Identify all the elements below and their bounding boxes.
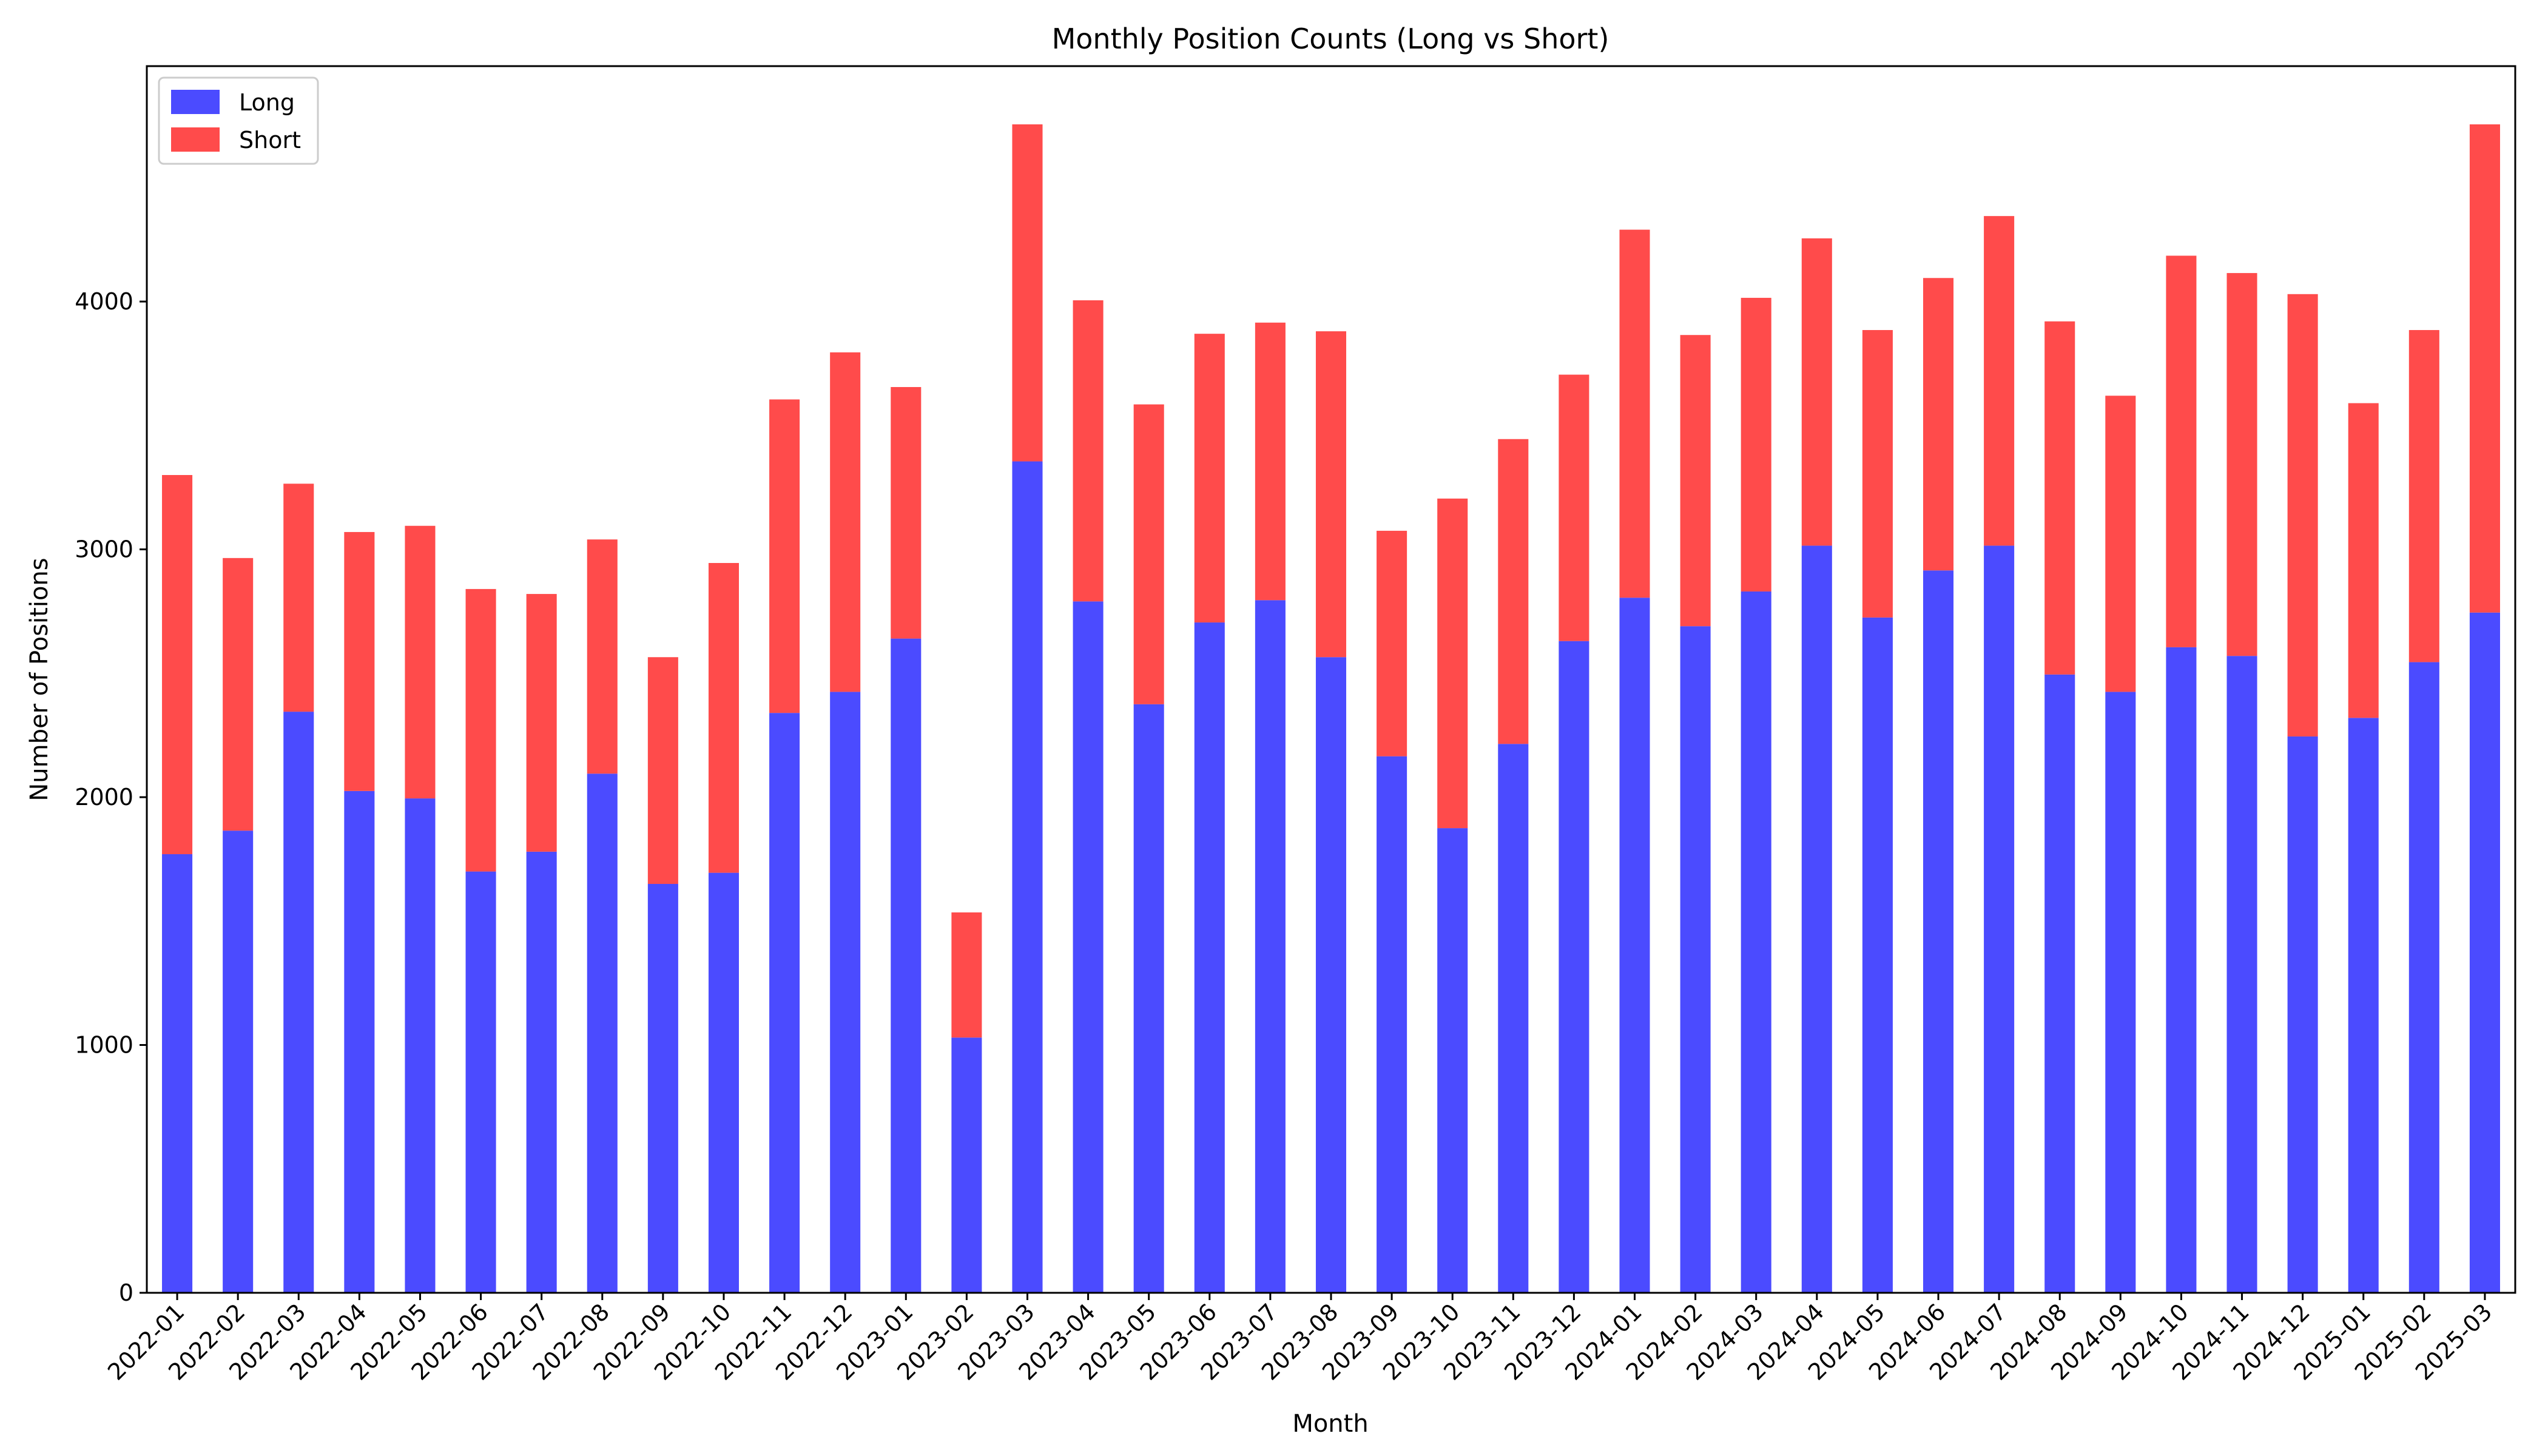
- bar-long-2022-10: [708, 872, 739, 1293]
- y-tick-label: 0: [119, 1279, 133, 1306]
- bar-long-2024-02: [1680, 626, 1711, 1293]
- bar-long-2023-04: [1073, 601, 1104, 1293]
- bar-short-2022-05: [405, 525, 436, 799]
- bar-short-2022-10: [708, 563, 739, 873]
- bar-long-2024-05: [1862, 617, 1893, 1293]
- legend: Long Short: [158, 76, 319, 165]
- bar-short-2022-07: [526, 594, 557, 852]
- bar-long-2023-11: [1498, 744, 1529, 1293]
- bar-short-2023-03: [1012, 124, 1043, 462]
- y-axis-ticks: 0 1000 2000 3000 4000: [75, 288, 147, 1306]
- bar-long-2024-07: [1984, 545, 2015, 1293]
- bar-long-2022-03: [283, 712, 314, 1293]
- bar-short-2022-04: [344, 531, 375, 791]
- bar-short-2023-02: [951, 912, 982, 1038]
- bar-short-2022-06: [465, 588, 496, 872]
- bar-short-2024-12: [2287, 294, 2318, 736]
- bar-short-2023-08: [1315, 331, 1347, 658]
- bar-short-2025-03: [2469, 124, 2500, 613]
- x-axis-label: Month: [1292, 1410, 1368, 1438]
- bar-short-2024-01: [1619, 229, 1650, 598]
- bar-short-2024-06: [1923, 278, 1954, 571]
- bar-short-2022-12: [830, 352, 861, 692]
- bar-short-2023-11: [1498, 439, 1529, 744]
- bar-short-2023-12: [1559, 374, 1589, 641]
- bar-long-2022-01: [162, 854, 193, 1293]
- bar-short-2024-04: [1801, 238, 1832, 546]
- bar-short-2024-10: [2166, 255, 2197, 647]
- y-tick-label: 2000: [75, 784, 133, 811]
- bar-short-2023-05: [1133, 404, 1164, 704]
- bar-long-2023-10: [1437, 828, 1468, 1293]
- y-tick-label: 3000: [75, 536, 133, 563]
- bar-long-2024-10: [2166, 647, 2197, 1293]
- bar-long-2022-02: [223, 831, 254, 1293]
- bar-long-2022-11: [769, 713, 800, 1293]
- bar-short-2025-02: [2408, 330, 2439, 662]
- bar-long-2025-03: [2469, 612, 2500, 1293]
- legend-label-short: Short: [239, 127, 301, 153]
- bar-long-2023-06: [1194, 622, 1225, 1293]
- bar-short-2022-09: [647, 657, 678, 884]
- bar-long-2024-03: [1741, 591, 1771, 1293]
- bar-short-2023-06: [1194, 334, 1225, 623]
- y-tick-label: 1000: [75, 1032, 133, 1059]
- y-tick-label: 4000: [75, 288, 133, 315]
- bar-long-2023-12: [1559, 641, 1589, 1293]
- bar-short-2024-07: [1984, 216, 2015, 546]
- bar-short-2024-09: [2105, 396, 2136, 692]
- bar-long-2024-01: [1619, 598, 1650, 1293]
- bar-short-2024-05: [1862, 330, 1893, 618]
- legend-swatch-long: [171, 90, 220, 114]
- bar-short-2023-09: [1377, 530, 1407, 757]
- bar-short-2022-02: [223, 558, 254, 831]
- bar-short-2024-08: [2044, 321, 2075, 675]
- bar-short-2023-04: [1073, 300, 1104, 602]
- chart-title: Monthly Position Counts (Long vs Short): [1052, 22, 1609, 55]
- bar-long-2022-07: [526, 851, 557, 1293]
- bar-long-2023-08: [1315, 657, 1347, 1293]
- bar-long-2024-06: [1923, 570, 1954, 1293]
- legend-label-long: Long: [239, 89, 295, 116]
- bar-long-2023-02: [951, 1037, 982, 1293]
- bar-long-2025-02: [2408, 662, 2439, 1293]
- bar-short-2025-01: [2348, 403, 2379, 718]
- bar-long-2024-08: [2044, 674, 2075, 1293]
- bar-long-2025-01: [2348, 718, 2379, 1293]
- bar-long-2023-07: [1255, 600, 1286, 1293]
- legend-swatch-short: [171, 127, 220, 152]
- bar-short-2024-03: [1741, 297, 1771, 592]
- bar-long-2023-01: [891, 638, 922, 1293]
- bar-long-2023-03: [1012, 461, 1043, 1293]
- bar-short-2023-10: [1437, 498, 1468, 829]
- bar-long-2022-04: [344, 790, 375, 1293]
- bar-long-2022-06: [465, 871, 496, 1293]
- bar-long-2022-08: [587, 774, 618, 1293]
- bar-short-2023-01: [891, 386, 922, 639]
- bar-short-2022-11: [769, 399, 800, 713]
- bar-long-2023-05: [1133, 704, 1164, 1293]
- bar-long-2022-09: [647, 884, 678, 1293]
- bar-long-2022-12: [830, 692, 861, 1293]
- series-short-bars: [162, 124, 2500, 1038]
- bar-short-2022-01: [162, 475, 193, 854]
- bar-short-2023-07: [1255, 322, 1286, 601]
- bar-long-2022-05: [405, 798, 436, 1293]
- bar-long-2024-04: [1801, 545, 1832, 1293]
- bar-short-2024-02: [1680, 335, 1711, 627]
- bar-long-2023-09: [1377, 756, 1407, 1293]
- bar-short-2024-11: [2226, 273, 2257, 656]
- bar-long-2024-09: [2105, 692, 2136, 1293]
- bar-short-2022-08: [587, 539, 618, 774]
- bar-short-2022-03: [283, 484, 314, 712]
- bar-long-2024-11: [2226, 656, 2257, 1293]
- bar-long-2024-12: [2287, 736, 2318, 1293]
- series-long-bars: [162, 461, 2500, 1293]
- y-axis-label: Number of Positions: [25, 558, 53, 801]
